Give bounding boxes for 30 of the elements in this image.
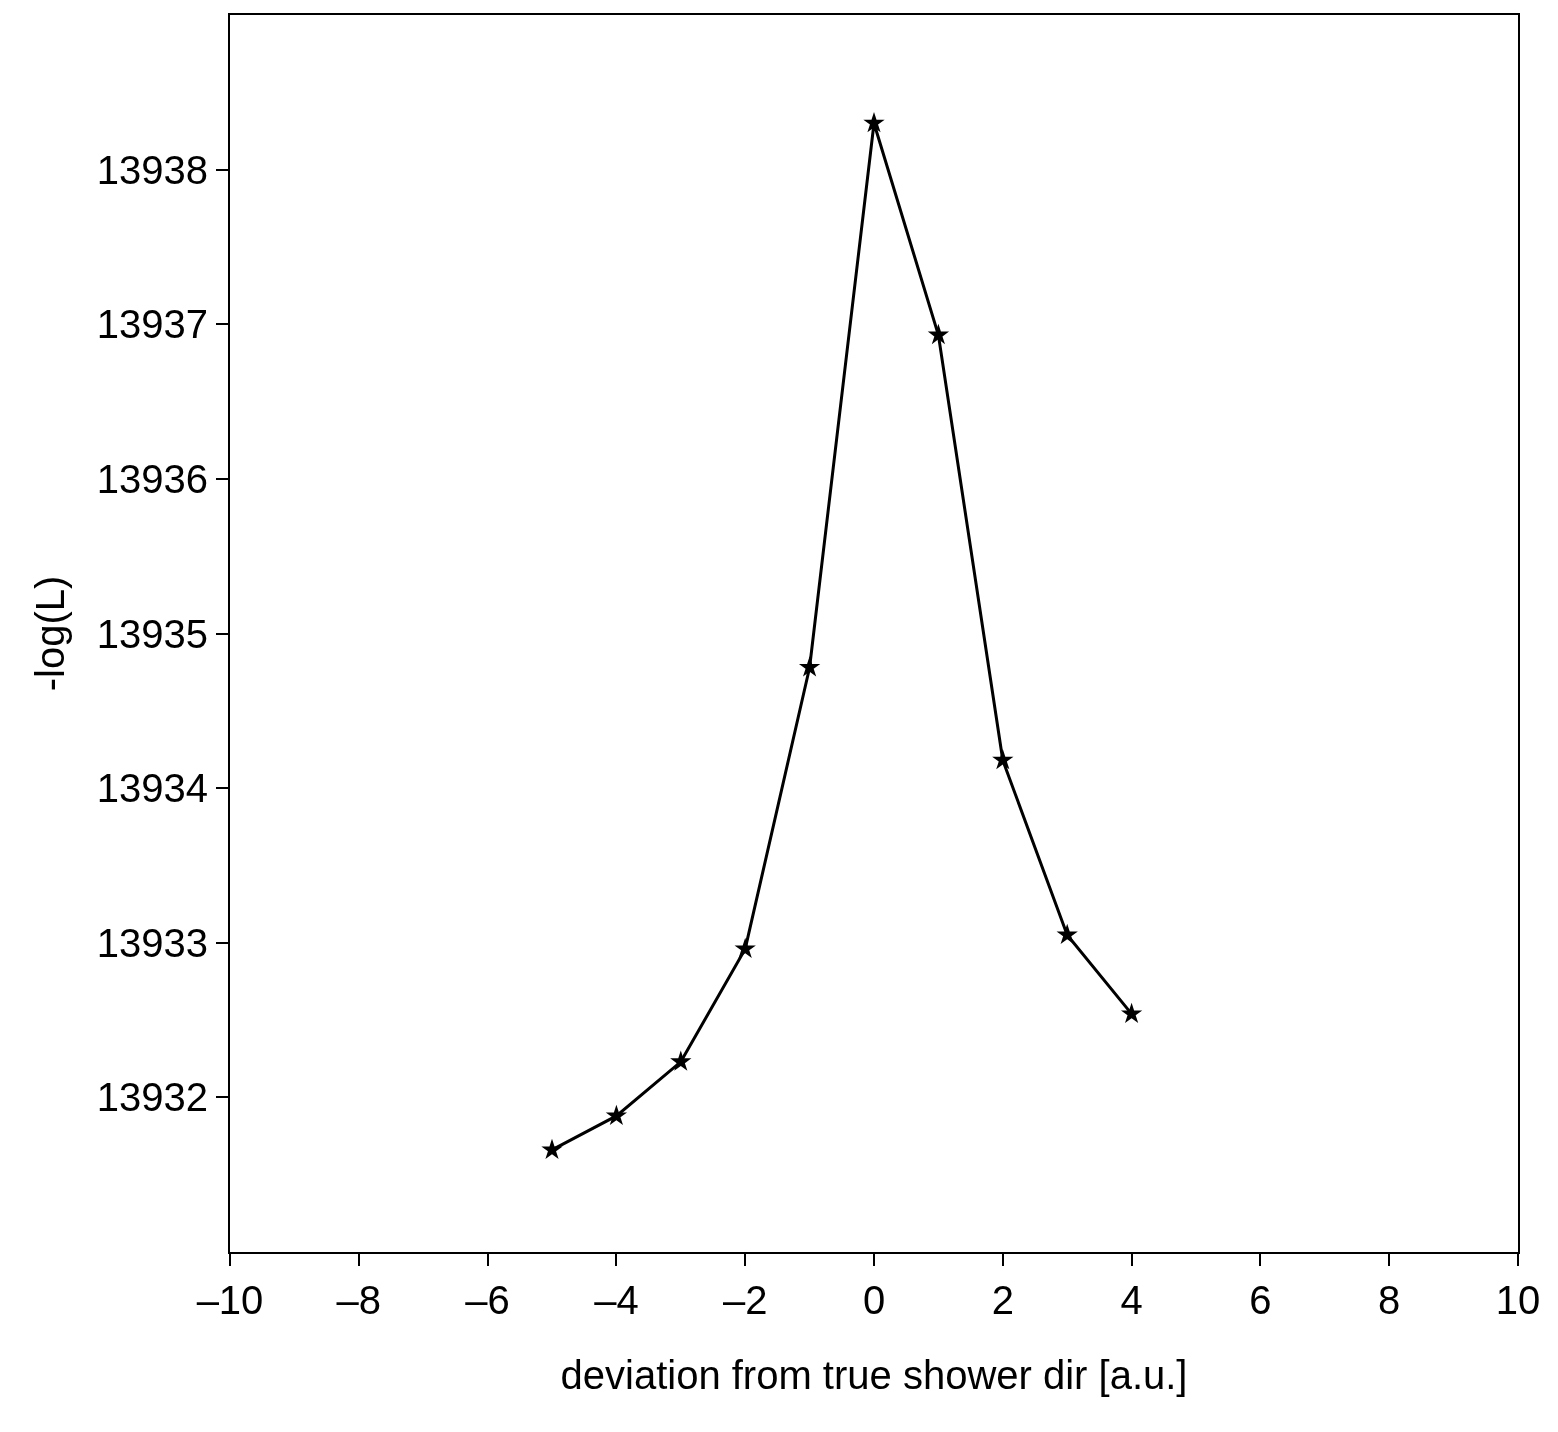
point <box>927 323 950 345</box>
x-tick-label: 10 <box>1495 1278 1541 1322</box>
y-axis-title: -log(L) <box>27 575 72 692</box>
point <box>670 1050 692 1071</box>
point <box>541 1138 563 1160</box>
x-axis-title: deviation from true shower dir [a.u.] <box>560 1353 1188 1397</box>
point <box>1120 1002 1143 1023</box>
x-tick-label: –8 <box>336 1278 382 1322</box>
y-tick-label: 13938 <box>96 147 208 192</box>
y-tick-label: 13937 <box>96 302 208 347</box>
y-tick-label: 13932 <box>96 1075 208 1120</box>
point <box>863 112 885 133</box>
point <box>1056 923 1078 945</box>
y-tick-label: 13936 <box>96 456 208 501</box>
x-tick-label: –6 <box>465 1278 510 1322</box>
x-tick-label: 4 <box>1120 1278 1143 1322</box>
y-tick-label: 13935 <box>96 611 208 656</box>
x-tick-label: 8 <box>1378 1278 1401 1322</box>
x-tick-label: –4 <box>594 1278 639 1322</box>
x-tick-label: 0 <box>862 1278 886 1322</box>
x-tick-label: 6 <box>1249 1278 1272 1322</box>
x-tick-label: –2 <box>722 1278 768 1322</box>
point <box>992 749 1014 770</box>
point <box>734 937 756 958</box>
y-tick-label: 13933 <box>96 920 208 965</box>
x-tick-label: –10 <box>196 1278 264 1322</box>
point <box>798 656 821 677</box>
point <box>605 1104 628 1125</box>
x-tick-label: 2 <box>991 1278 1014 1322</box>
y-tick-label: 13934 <box>96 766 208 811</box>
